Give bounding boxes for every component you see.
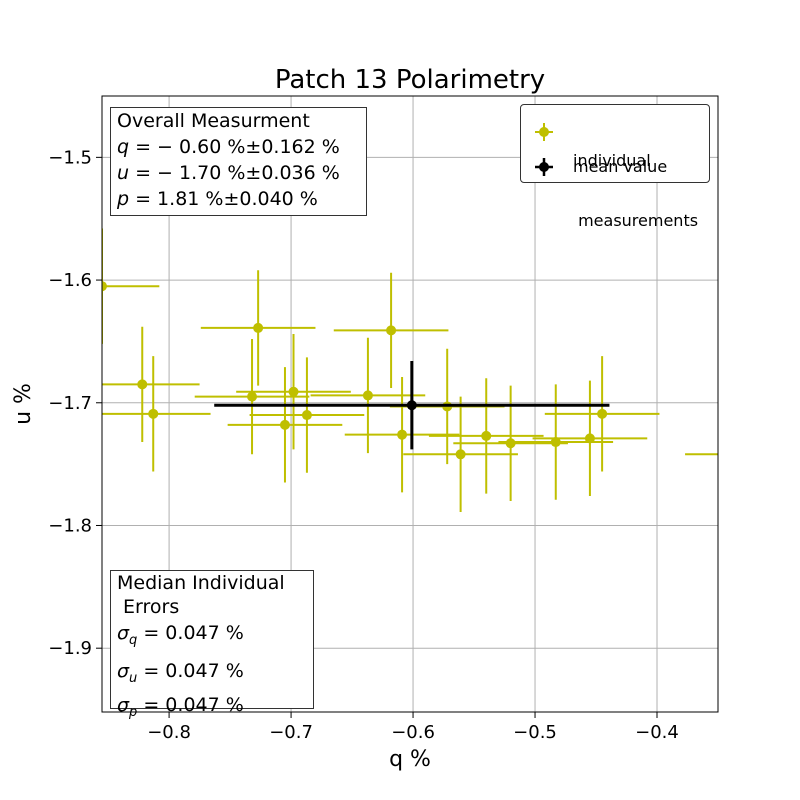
point-marker: [386, 325, 397, 336]
sigma-q-value: = 0.047 %: [137, 622, 244, 644]
x-tick-label: −0.7: [269, 722, 313, 743]
sigma-q-subscript: q: [129, 632, 138, 648]
overall-q-line: q = − 0.60 %±0.162 %: [117, 134, 360, 160]
point-marker: [362, 390, 373, 401]
individual-measurement-point: [102, 326, 200, 443]
individual-measurement-point: [310, 337, 426, 454]
point-marker: [148, 408, 159, 419]
sigma-p-value: = 0.047 %: [137, 693, 244, 716]
mean-value-point: [214, 361, 610, 450]
point-marker: [279, 419, 290, 430]
overall-p-value: = 1.81 %±0.040 %: [129, 188, 318, 210]
point-marker: [597, 408, 608, 419]
point-marker: [397, 429, 408, 440]
x-tick-label: −0.8: [147, 722, 191, 743]
individual-measurement-point: [102, 228, 160, 344]
individual-measurement-point: [498, 384, 614, 500]
individual-measurement-point: [102, 356, 211, 472]
point-marker: [550, 437, 561, 448]
median-errors-box: Median Individual Errors σq = 0.047 % σu…: [110, 570, 314, 719]
point-marker: [102, 281, 107, 292]
median-title-line2: Errors: [117, 596, 180, 618]
individual-measurement-point: [403, 396, 518, 512]
individual-measurement-point: [249, 357, 365, 473]
point-marker: [301, 410, 312, 421]
y-tick-label: −1.7: [48, 393, 92, 414]
x-tick-label: −0.4: [635, 722, 679, 743]
series-individual: [102, 228, 747, 512]
legend-individual-line2: measurements: [573, 211, 699, 230]
y-tick-label: −1.8: [48, 515, 92, 536]
y-tick-label: −1.9: [48, 638, 92, 659]
individual-measurement-point: [344, 377, 460, 493]
sigma-u-symbol: σ: [117, 659, 130, 682]
individual-measurement-point: [428, 378, 544, 494]
median-sigma-p: σp = 0.047 %: [117, 693, 307, 725]
point-marker: [505, 438, 516, 449]
point-marker: [737, 449, 747, 459]
legend-marker-mean: [535, 158, 553, 176]
point-marker: [137, 379, 148, 390]
plot-frame: [101, 95, 719, 713]
y-tick-label: −1.5: [48, 147, 92, 168]
point-marker: [253, 322, 264, 333]
median-sigma-u: σu = 0.047 %: [117, 659, 307, 691]
sigma-p-symbol: σ: [117, 693, 130, 716]
sigma-q-symbol: σ: [117, 622, 130, 644]
x-tick-label: −0.6: [391, 722, 435, 743]
overall-u-symbol: u: [117, 162, 130, 184]
chart-title: Patch 13 Polarimetry: [275, 65, 545, 95]
individual-measurement-point: [544, 356, 660, 472]
chart-legend: individual measurements mean value: [520, 104, 710, 230]
overall-u-line: u = − 1.70 %±0.036 %: [117, 160, 360, 186]
legend-individual-line1: individual: [573, 151, 651, 170]
x-axis-label: q %: [389, 747, 431, 772]
overall-u-value: = − 1.70 %±0.036 %: [129, 162, 340, 184]
overall-p-symbol: p: [117, 188, 130, 210]
point-marker: [584, 433, 595, 444]
sigma-u-value: = 0.047 %: [137, 659, 244, 682]
point-marker: [455, 449, 466, 460]
sigma-u-subscript: u: [129, 670, 138, 686]
y-tick-label: −1.6: [48, 270, 92, 291]
point-marker: [288, 386, 299, 397]
legend-marker-individual: [535, 123, 553, 141]
overall-p-line: p = 1.81 %±0.040 %: [117, 186, 360, 212]
overall-title: Overall Measurment: [117, 110, 310, 132]
median-sigma-q: σq = 0.047 %: [117, 621, 307, 653]
x-axis: −0.8 −0.7 −0.6 −0.5 −0.4: [147, 712, 679, 743]
overall-q-symbol: q: [117, 136, 130, 158]
overall-q-value: = − 0.60 %±0.162 %: [129, 136, 340, 158]
legend-label-mean: mean value: [573, 157, 668, 176]
point-marker: [406, 400, 417, 411]
individual-measurement-point: [236, 334, 351, 450]
individual-measurement-point: [532, 380, 648, 497]
legend-label-individual: individual measurements: [573, 111, 698, 271]
series-mean: [214, 361, 610, 450]
individual-measurement-point: [194, 338, 310, 455]
individual-measurement-point: [200, 270, 316, 386]
sigma-p-subscript: p: [129, 704, 138, 720]
overall-measurement-box: Overall Measurment q = − 0.60 %±0.162 % …: [110, 107, 367, 216]
x-tick-label: −0.5: [513, 722, 557, 743]
point-marker: [481, 430, 492, 441]
individual-measurement-point: [685, 449, 747, 459]
point-marker: [247, 391, 258, 402]
median-title-line1: Median Individual: [117, 572, 285, 594]
data-layer: [102, 228, 747, 512]
individual-measurement-point: [227, 367, 343, 483]
individual-measurement-point: [333, 272, 449, 389]
y-axis-label: u %: [11, 383, 36, 425]
y-axis: −1.5 −1.6 −1.7 −1.8 −1.9: [48, 147, 102, 659]
